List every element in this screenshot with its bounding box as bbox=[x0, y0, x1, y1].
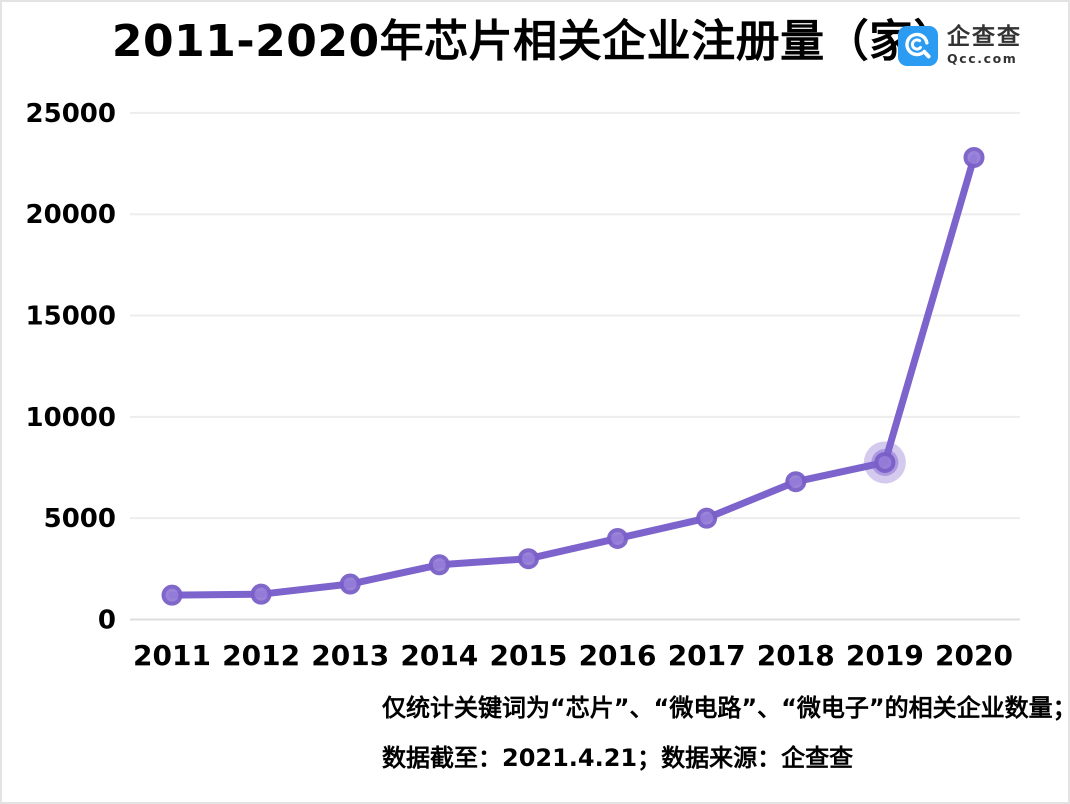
qcc-logo: 企查查 Qcc.com bbox=[898, 25, 1022, 66]
x-tick-label: 2011 bbox=[133, 639, 211, 672]
data-point-marker bbox=[517, 548, 539, 570]
data-point-marker bbox=[607, 527, 629, 549]
y-tick-label: 25000 bbox=[26, 99, 116, 129]
x-tick-label: 2015 bbox=[489, 639, 567, 672]
y-tick-label: 20000 bbox=[26, 200, 116, 230]
data-point-marker bbox=[963, 146, 985, 168]
qcc-logo-text: 企查查 Qcc.com bbox=[947, 25, 1022, 66]
x-tick-label: 2017 bbox=[668, 639, 746, 672]
y-tick-label: 10000 bbox=[26, 403, 116, 433]
y-tick-label: 5000 bbox=[44, 504, 116, 534]
x-tick-label: 2020 bbox=[935, 639, 1013, 672]
qcc-logo-name: 企查查 bbox=[947, 24, 1022, 50]
y-tick-label: 0 bbox=[98, 606, 116, 636]
qcc-logo-icon-glyph bbox=[905, 32, 931, 58]
data-point-marker bbox=[785, 471, 807, 493]
footnote-source: 数据截至：2021.4.21；数据来源：企查查 bbox=[382, 744, 854, 772]
x-tick-label: 2016 bbox=[579, 639, 657, 672]
data-point-marker bbox=[339, 573, 361, 595]
qcc-logo-icon bbox=[898, 25, 938, 66]
data-point-marker bbox=[428, 554, 450, 576]
data-point-marker bbox=[250, 583, 272, 605]
x-tick-label: 2018 bbox=[757, 639, 835, 672]
x-tick-label: 2013 bbox=[311, 639, 389, 672]
footnote-keywords: 仅统计关键词为“芯片”、“微电路”、“微电子”的相关企业数量； bbox=[382, 694, 1070, 722]
x-tick-label: 2014 bbox=[400, 639, 478, 672]
x-tick-label: 2012 bbox=[222, 639, 300, 672]
qcc-logo-domain: Qcc.com bbox=[947, 51, 1018, 66]
series-line bbox=[168, 153, 978, 599]
y-tick-label: 15000 bbox=[26, 302, 116, 332]
data-point-marker bbox=[696, 507, 718, 529]
data-point-marker bbox=[161, 584, 183, 606]
chart-footnote: 仅统计关键词为“芯片”、“微电路”、“微电子”的相关企业数量； 数据截至：202… bbox=[382, 694, 1070, 794]
x-tick-label: 2019 bbox=[846, 639, 924, 672]
data-point-marker bbox=[874, 451, 896, 473]
page-title: 2011-2020年芯片相关企业注册量（家） bbox=[111, 16, 959, 67]
